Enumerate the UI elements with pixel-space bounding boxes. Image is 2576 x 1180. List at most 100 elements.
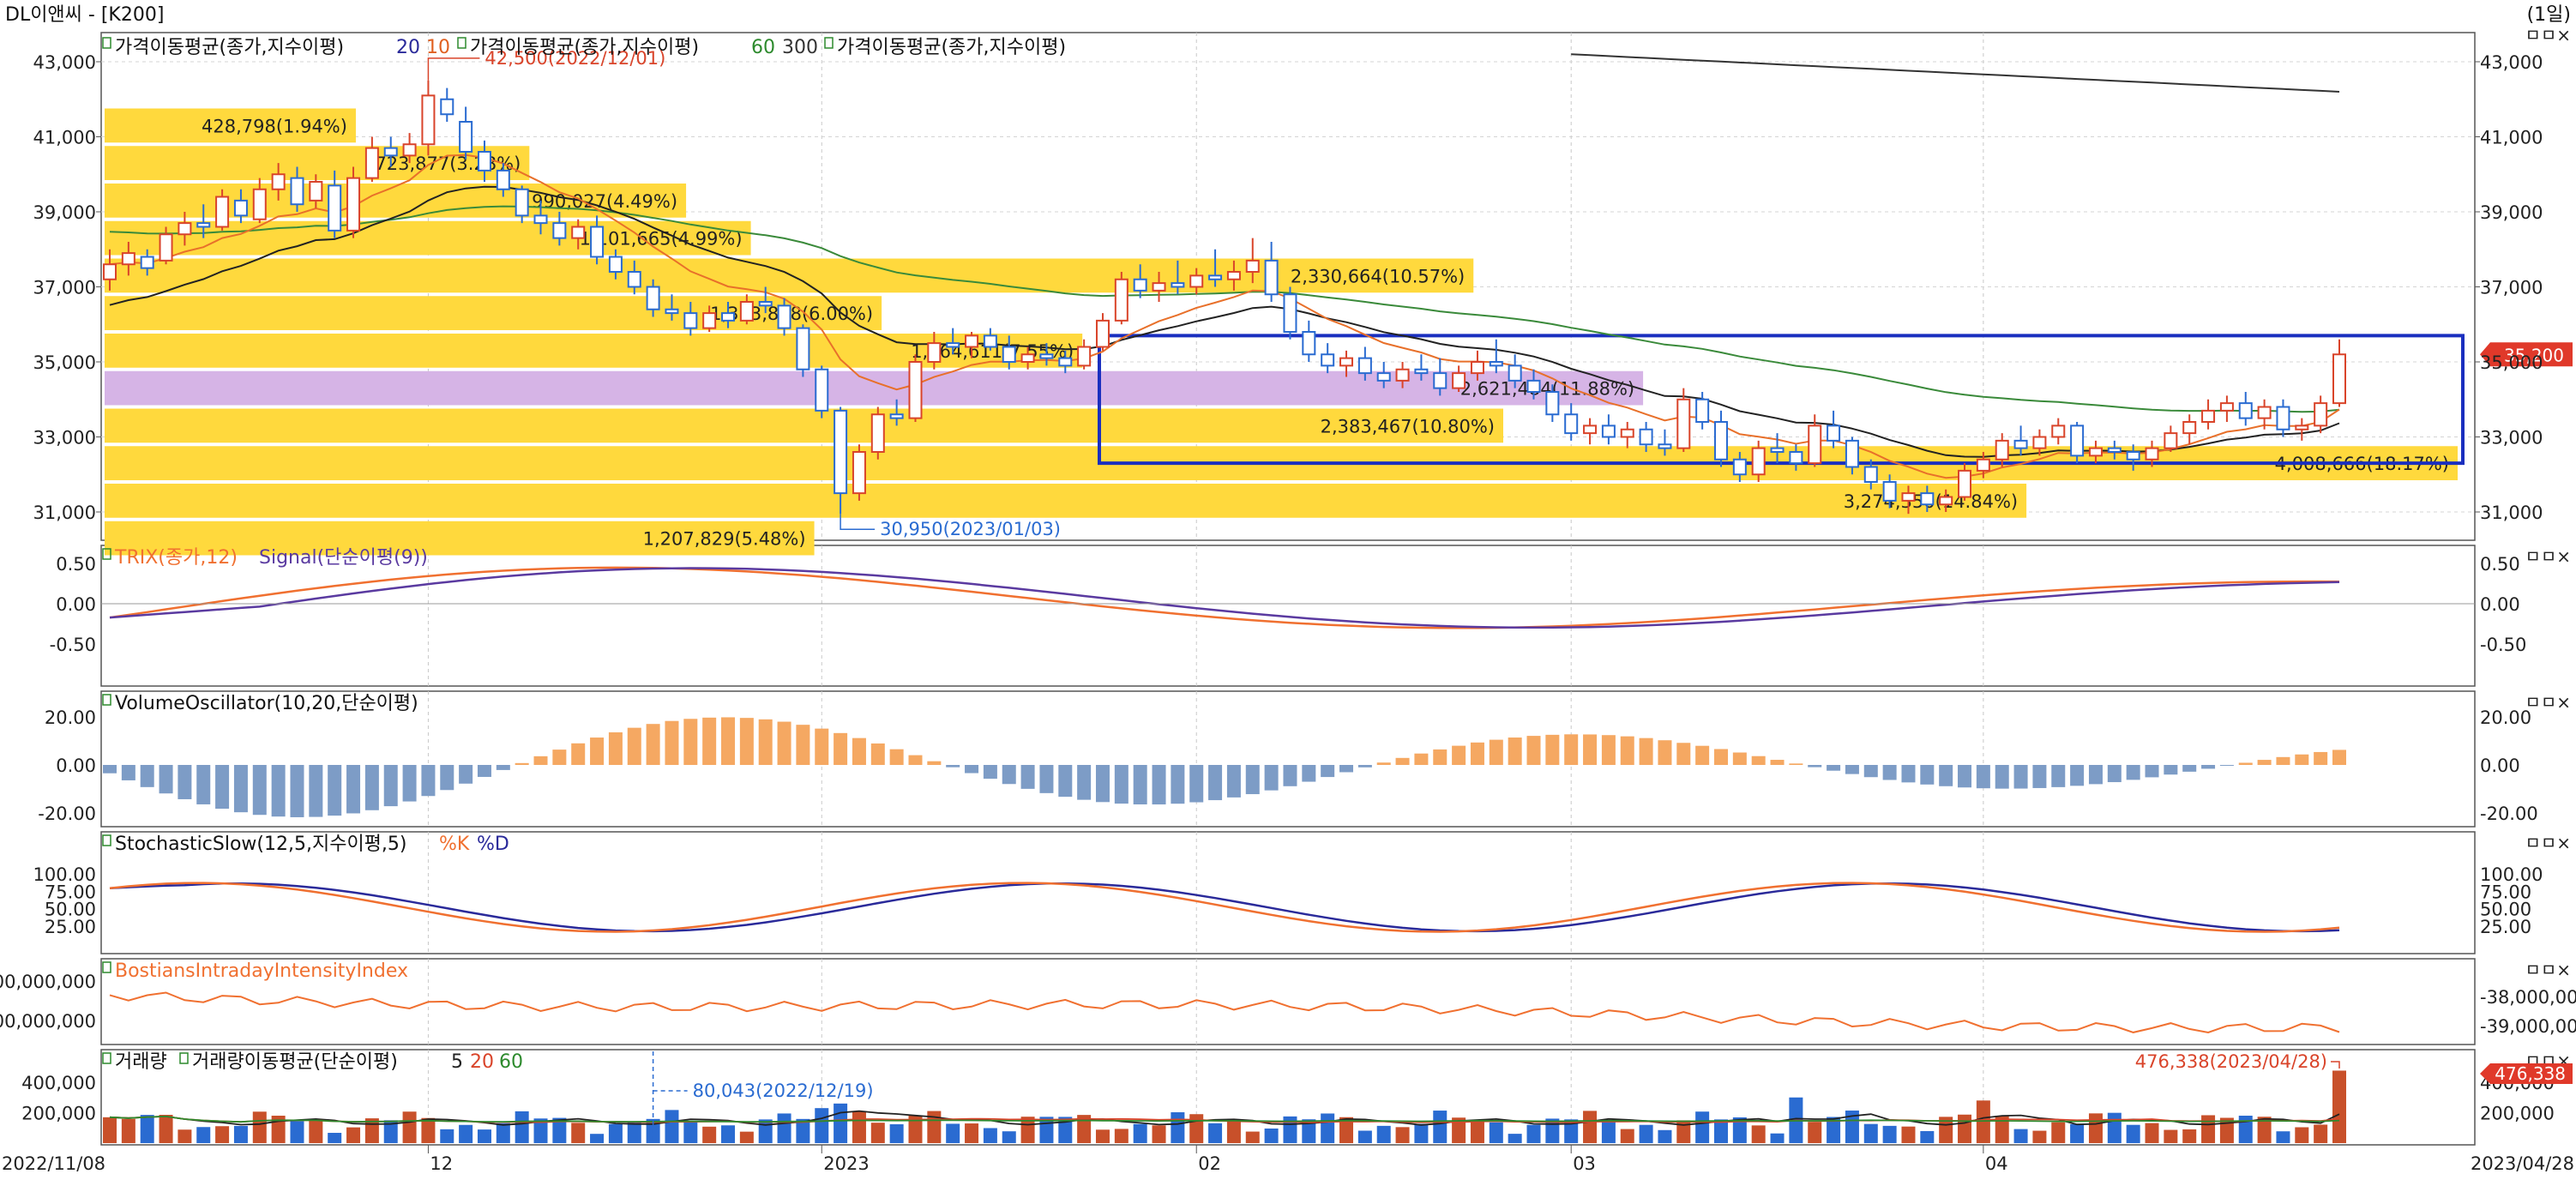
candle-body [196, 222, 211, 228]
candle-body [1695, 398, 1710, 423]
volume-bar [2126, 1124, 2140, 1143]
vo-bar [121, 765, 135, 780]
candle-body [646, 286, 660, 310]
price-y-tick-left: 33,000 [33, 428, 96, 449]
vo-bar [983, 765, 997, 780]
candle-body [852, 451, 866, 495]
range-box[interactable] [1097, 334, 2465, 466]
candle-body [796, 327, 810, 370]
price-y-tick-right: 39,000 [2480, 202, 2543, 223]
volume-bar [1882, 1125, 1897, 1143]
volume-bar [965, 1123, 979, 1143]
vo-bar [1208, 765, 1223, 801]
volume-ma-period-60: 60 [499, 1051, 523, 1073]
vo-bar [477, 765, 491, 777]
volume-bar [665, 1110, 679, 1143]
candle-body [927, 342, 942, 363]
vo-bar [1226, 765, 1241, 798]
vo-bar [383, 765, 398, 807]
vo-bar [889, 749, 904, 765]
stoch-legend: StochasticSlow(12,5,지수이평,5) [115, 834, 407, 855]
panel-frame-bii [100, 958, 2476, 1045]
vo-bar [233, 765, 248, 813]
vo-bar [2238, 762, 2253, 765]
vo-bar [1882, 765, 1897, 780]
vo-bar [777, 721, 791, 765]
vo-bar [1995, 765, 2009, 789]
volume-bar [1508, 1134, 1522, 1143]
volume-bar [196, 1127, 211, 1143]
vo-bar [103, 765, 117, 774]
candle-body [1133, 278, 1147, 292]
panel-frame-trix [100, 545, 2476, 687]
vo-bar [571, 743, 586, 765]
price-annotations: 42,500(2022/12/01) 30,950(2023/01/03) 35,2… [427, 48, 2573, 539]
volume-bar [627, 1121, 641, 1143]
candle-body [1508, 364, 1522, 382]
vo-bar [2164, 765, 2178, 775]
price-y-tick-left: 41,000 [33, 128, 96, 148]
volume-profile-bar [105, 408, 1503, 443]
trix-y-tick-right: 0.50 [2480, 554, 2520, 575]
volume-panel: 400,000400,000200,000200,00080,043(2022/… [21, 1051, 2573, 1143]
candle-body [1526, 379, 1541, 393]
volume-bar [103, 1117, 117, 1143]
volume-bar [1845, 1111, 1859, 1143]
candle-body [870, 413, 885, 453]
legend-ma-periods: 10 [426, 37, 450, 58]
vo-bar [2182, 765, 2197, 772]
volume-bar [402, 1111, 417, 1143]
vo-bar [665, 720, 679, 765]
volume-ma-period-20: 20 [470, 1051, 494, 1073]
candle-body [1732, 458, 1747, 476]
vo-bar [1002, 765, 1016, 785]
vo-y-tick-left: 20.00 [45, 707, 96, 728]
volume-bar [1283, 1116, 1297, 1143]
volume-bar [2070, 1123, 2085, 1143]
volume-bar [1002, 1131, 1016, 1143]
volume-bar [1114, 1129, 1129, 1143]
candle-body [665, 308, 679, 315]
candle-body [2070, 424, 2085, 457]
candle-body [1545, 391, 1560, 416]
panel-frame-stoch [100, 831, 2476, 954]
legend-check-icon [102, 1052, 111, 1064]
volume-bar [1433, 1111, 1447, 1143]
vo-bar [552, 750, 567, 765]
vo-bar [364, 765, 379, 810]
volume-last-label: 476,338(2023/04/28) [2135, 1051, 2327, 1072]
trix-y-tick-left: -0.50 [50, 635, 96, 655]
vo-bar [1376, 762, 1391, 765]
x-axis-end-date: 2023/04/28 [2471, 1153, 2574, 1174]
vo-bar [1245, 765, 1260, 795]
vo-bar [2201, 765, 2216, 769]
candle-body [834, 409, 848, 495]
vo-bar [1676, 743, 1691, 765]
vo-bar [1713, 749, 1728, 765]
candle-body [1976, 458, 1990, 472]
candle-body [1939, 496, 1953, 506]
volume-bar [1489, 1122, 1503, 1143]
volume-bar [2314, 1124, 2328, 1143]
candle-body [233, 199, 248, 217]
vo-bar [1339, 765, 1354, 773]
stoch-k-line [109, 882, 2340, 933]
candle-body [1995, 439, 2009, 461]
ma-60-line [109, 205, 2340, 413]
candle-body [1302, 331, 1316, 356]
candle-body [1882, 481, 1897, 502]
stoch-d-legend: %D [477, 834, 509, 855]
trix-legend: TRIX(종가,12) [114, 547, 238, 569]
x-axis-start-date: 2022/11/08 [2, 1153, 105, 1174]
current-price-value: 35,200 [2504, 345, 2564, 365]
legend-check-icon [102, 37, 111, 49]
candle-body [440, 98, 454, 116]
vo-bar [271, 765, 286, 817]
panel-controls-stoch: ㅁㅁ× [2525, 833, 2571, 853]
volume-profile-label: 1,207,829(5.48%) [643, 529, 806, 550]
vo-bar [758, 719, 773, 765]
candle-body [1039, 353, 1054, 359]
vo-bar [1751, 756, 1766, 765]
